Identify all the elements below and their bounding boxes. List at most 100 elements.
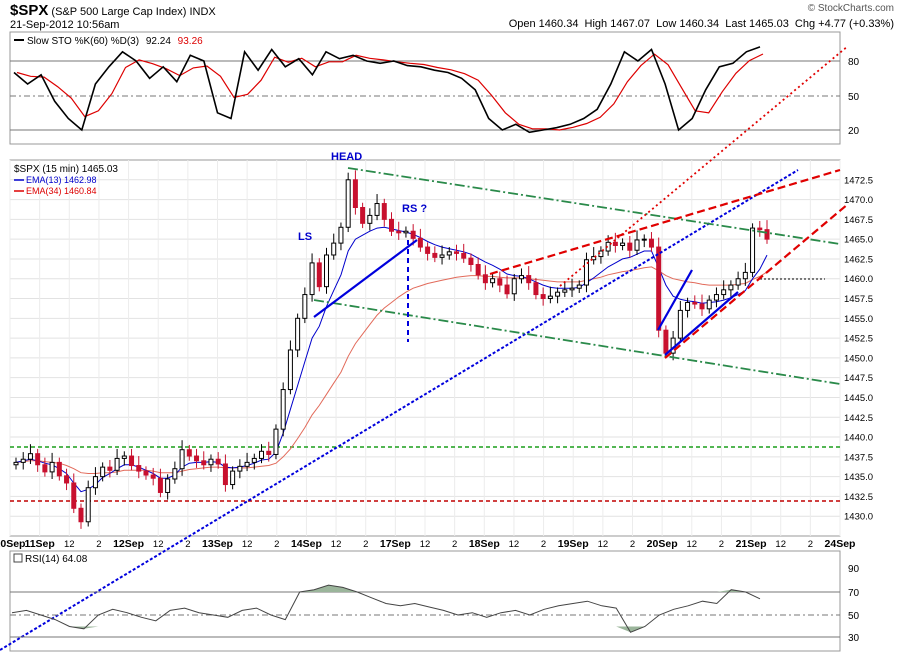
- x-tick-label: 14Sep: [291, 538, 322, 550]
- rsi-overbought-fill: [299, 585, 746, 592]
- y-tick-label: 1430.0: [844, 512, 873, 523]
- candle-down: [186, 449, 192, 457]
- candle-up: [446, 251, 452, 256]
- candle-up: [742, 271, 748, 280]
- x-tick-label: 21Sep: [736, 538, 767, 550]
- candle-down: [504, 284, 510, 295]
- x-tick-label: 17Sep: [380, 538, 411, 550]
- candle-down: [497, 278, 503, 286]
- candle-down: [107, 466, 113, 471]
- candle-down: [417, 237, 423, 248]
- candle-up: [251, 457, 257, 463]
- header-title: $SPX (S&P 500 Large Cap Index) INDX: [10, 2, 216, 19]
- x-tick-label: 12: [775, 539, 786, 550]
- candle-up: [13, 461, 19, 466]
- watermark: © StockCharts.com: [807, 3, 894, 14]
- candle-up: [345, 179, 351, 228]
- candle-up: [591, 256, 597, 261]
- candle-up: [237, 465, 243, 472]
- y-tick-label: 1465.0: [844, 235, 873, 246]
- sto-k-line: [13, 46, 761, 134]
- candle-up: [750, 227, 756, 273]
- x-tick-label: 2: [185, 539, 190, 550]
- y-tick-label: 1445.0: [844, 393, 873, 404]
- x-tick-label: 19Sep: [558, 538, 589, 550]
- ema13-legend: EMA(13) 1462.98: [26, 175, 97, 185]
- x-tick-label: 2: [541, 539, 546, 550]
- candle-up: [114, 457, 120, 471]
- candle-down: [316, 262, 322, 288]
- price-candles: [13, 170, 770, 529]
- y-tick-label: 1432.5: [844, 492, 873, 503]
- rsi-oversold-fill: [69, 626, 645, 633]
- candle-down: [648, 238, 654, 248]
- candle-up: [583, 259, 589, 286]
- candle-down: [453, 251, 459, 254]
- candle-up: [324, 254, 330, 288]
- y-tick-label: 1472.5: [844, 175, 873, 186]
- candle-down: [78, 507, 84, 523]
- x-tick-label: 13Sep: [202, 538, 233, 550]
- candle-up: [179, 449, 185, 470]
- candle-down: [129, 455, 135, 467]
- candle-down: [266, 450, 272, 455]
- rsi-line: [11, 584, 761, 633]
- sto-panel: [9, 31, 841, 145]
- candle-down: [699, 303, 705, 310]
- candle-up: [562, 289, 568, 293]
- candle-up: [403, 230, 409, 234]
- y-tick-label: 1467.5: [844, 215, 873, 226]
- x-tick-label: 12: [420, 539, 431, 550]
- y-tick-label: 1447.5: [844, 373, 873, 384]
- candle-down: [35, 453, 41, 466]
- candle-up: [677, 309, 683, 339]
- candle-up: [439, 254, 445, 258]
- x-tick-label: 12: [686, 539, 697, 550]
- sto-d-line: [16, 53, 764, 131]
- candle-up: [100, 466, 106, 478]
- blue-short-uptrend: [657, 269, 693, 331]
- candle-up: [338, 226, 344, 244]
- rsi-tick-70: 70: [848, 588, 860, 599]
- candle-down: [757, 227, 763, 231]
- candle-down: [201, 460, 207, 466]
- sto-tick-20: 20: [848, 126, 860, 137]
- candle-down: [410, 230, 416, 239]
- y-tick-label: 1460.0: [844, 274, 873, 285]
- candle-down: [526, 275, 532, 284]
- candle-up: [49, 461, 55, 473]
- annotation-head: HEAD: [331, 151, 362, 163]
- x-tick-label: 2: [808, 539, 813, 550]
- candle-up: [490, 278, 496, 284]
- candle-up: [172, 468, 178, 480]
- candle-down: [425, 246, 431, 254]
- candle-up: [208, 458, 214, 466]
- candle-down: [136, 465, 142, 472]
- candle-up: [555, 291, 561, 297]
- candle-up: [280, 389, 286, 430]
- candle-down: [150, 474, 156, 479]
- x-tick-label: 11Sep: [24, 538, 54, 550]
- x-tick-label: 12: [64, 539, 75, 550]
- y-tick-label: 1435.0: [844, 472, 873, 483]
- candle-down: [42, 464, 48, 473]
- candle-up: [259, 450, 265, 459]
- blue-dotted-trendline: [0, 169, 799, 651]
- x-tick-label: 12: [331, 539, 342, 550]
- rsi-label: RSI(14) 64.08: [25, 554, 88, 565]
- x-tick-label: 2: [96, 539, 101, 550]
- red-dashed-support: [664, 203, 849, 359]
- candle-down: [461, 252, 467, 259]
- candle-up: [728, 284, 734, 291]
- candle-down: [540, 294, 546, 300]
- y-tick-label: 1440.0: [844, 433, 873, 444]
- candle-down: [143, 470, 149, 476]
- candle-down: [64, 475, 70, 484]
- green-upper-channel: [347, 167, 841, 245]
- candle-up: [244, 461, 250, 467]
- candle-down: [627, 242, 633, 251]
- y-tick-label: 1470.0: [844, 195, 873, 206]
- rsi-legend-swatch: [13, 553, 23, 563]
